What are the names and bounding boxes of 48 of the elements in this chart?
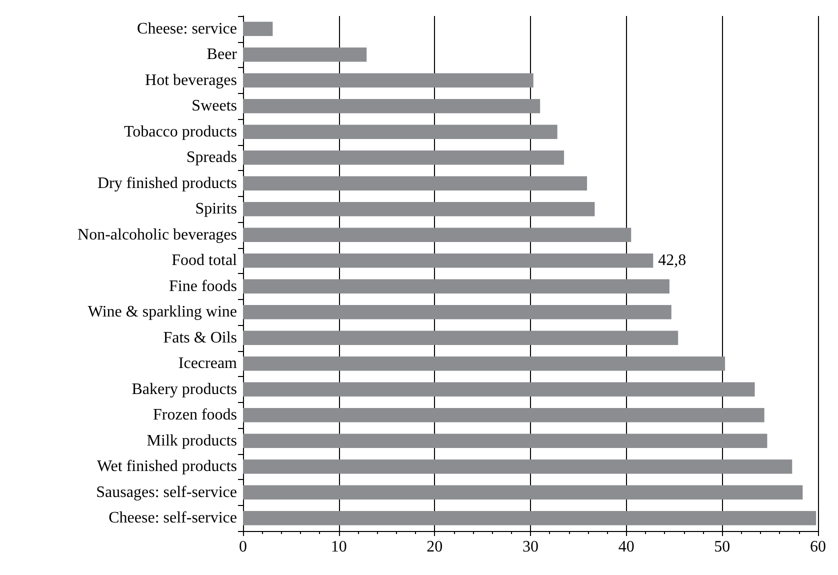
y-tick-label: Milk products	[146, 432, 237, 450]
y-tick-label: Cheese: self-service	[108, 510, 237, 527]
bar	[243, 228, 632, 242]
y-tick-label: Spirits	[195, 200, 237, 218]
bar	[243, 485, 803, 500]
bar	[243, 279, 670, 294]
x-tick-label: 10	[330, 538, 347, 556]
bar	[243, 305, 672, 320]
y-tick-label: Cheese: service	[137, 20, 237, 38]
y-tick-label: Sausages: self-service	[96, 484, 237, 501]
bar	[243, 254, 654, 268]
data-label: 42,8	[658, 252, 686, 270]
y-tick-label: Hot beverages	[145, 72, 237, 89]
bar	[243, 434, 768, 448]
bar	[243, 150, 564, 165]
y-tick-label: Fine foods	[169, 278, 237, 295]
bar	[243, 73, 534, 88]
y-tick-label: Non-alcoholic beverages	[78, 226, 237, 244]
x-tick-label: 60	[810, 538, 826, 556]
y-tick-label: Food total	[172, 252, 238, 270]
x-tick-label: 40	[618, 538, 634, 556]
bar	[243, 202, 595, 216]
x-tick-label: 0	[239, 538, 247, 556]
bar	[243, 22, 273, 36]
x-tick-label: 50	[714, 538, 730, 556]
y-tick-label: Wine & sparkling wine	[88, 304, 237, 321]
bar	[243, 460, 792, 474]
bar	[243, 176, 588, 190]
bar	[243, 356, 726, 371]
bar	[243, 124, 558, 139]
bar	[243, 99, 540, 114]
bar	[243, 511, 816, 526]
bar	[243, 408, 764, 422]
bar	[243, 330, 678, 345]
y-tick-label: Bakery products	[132, 380, 237, 398]
y-tick-label: Wet finished products	[96, 458, 237, 476]
bar	[243, 48, 367, 62]
y-tick-label: Beer	[206, 46, 238, 64]
bar	[243, 382, 755, 396]
y-tick-label: Icecream	[178, 355, 238, 372]
y-tick-label: Fats & Oils	[163, 329, 237, 346]
x-tick-label: 30	[522, 538, 538, 556]
x-tick-label: 20	[426, 538, 443, 556]
y-tick-label: Frozen foods	[153, 406, 237, 424]
y-tick-label: Dry finished products	[97, 174, 237, 192]
y-tick-label: Spreads	[186, 149, 237, 166]
y-tick-label: Sweets	[192, 98, 237, 115]
y-tick-label: Tobacco products	[124, 123, 237, 140]
